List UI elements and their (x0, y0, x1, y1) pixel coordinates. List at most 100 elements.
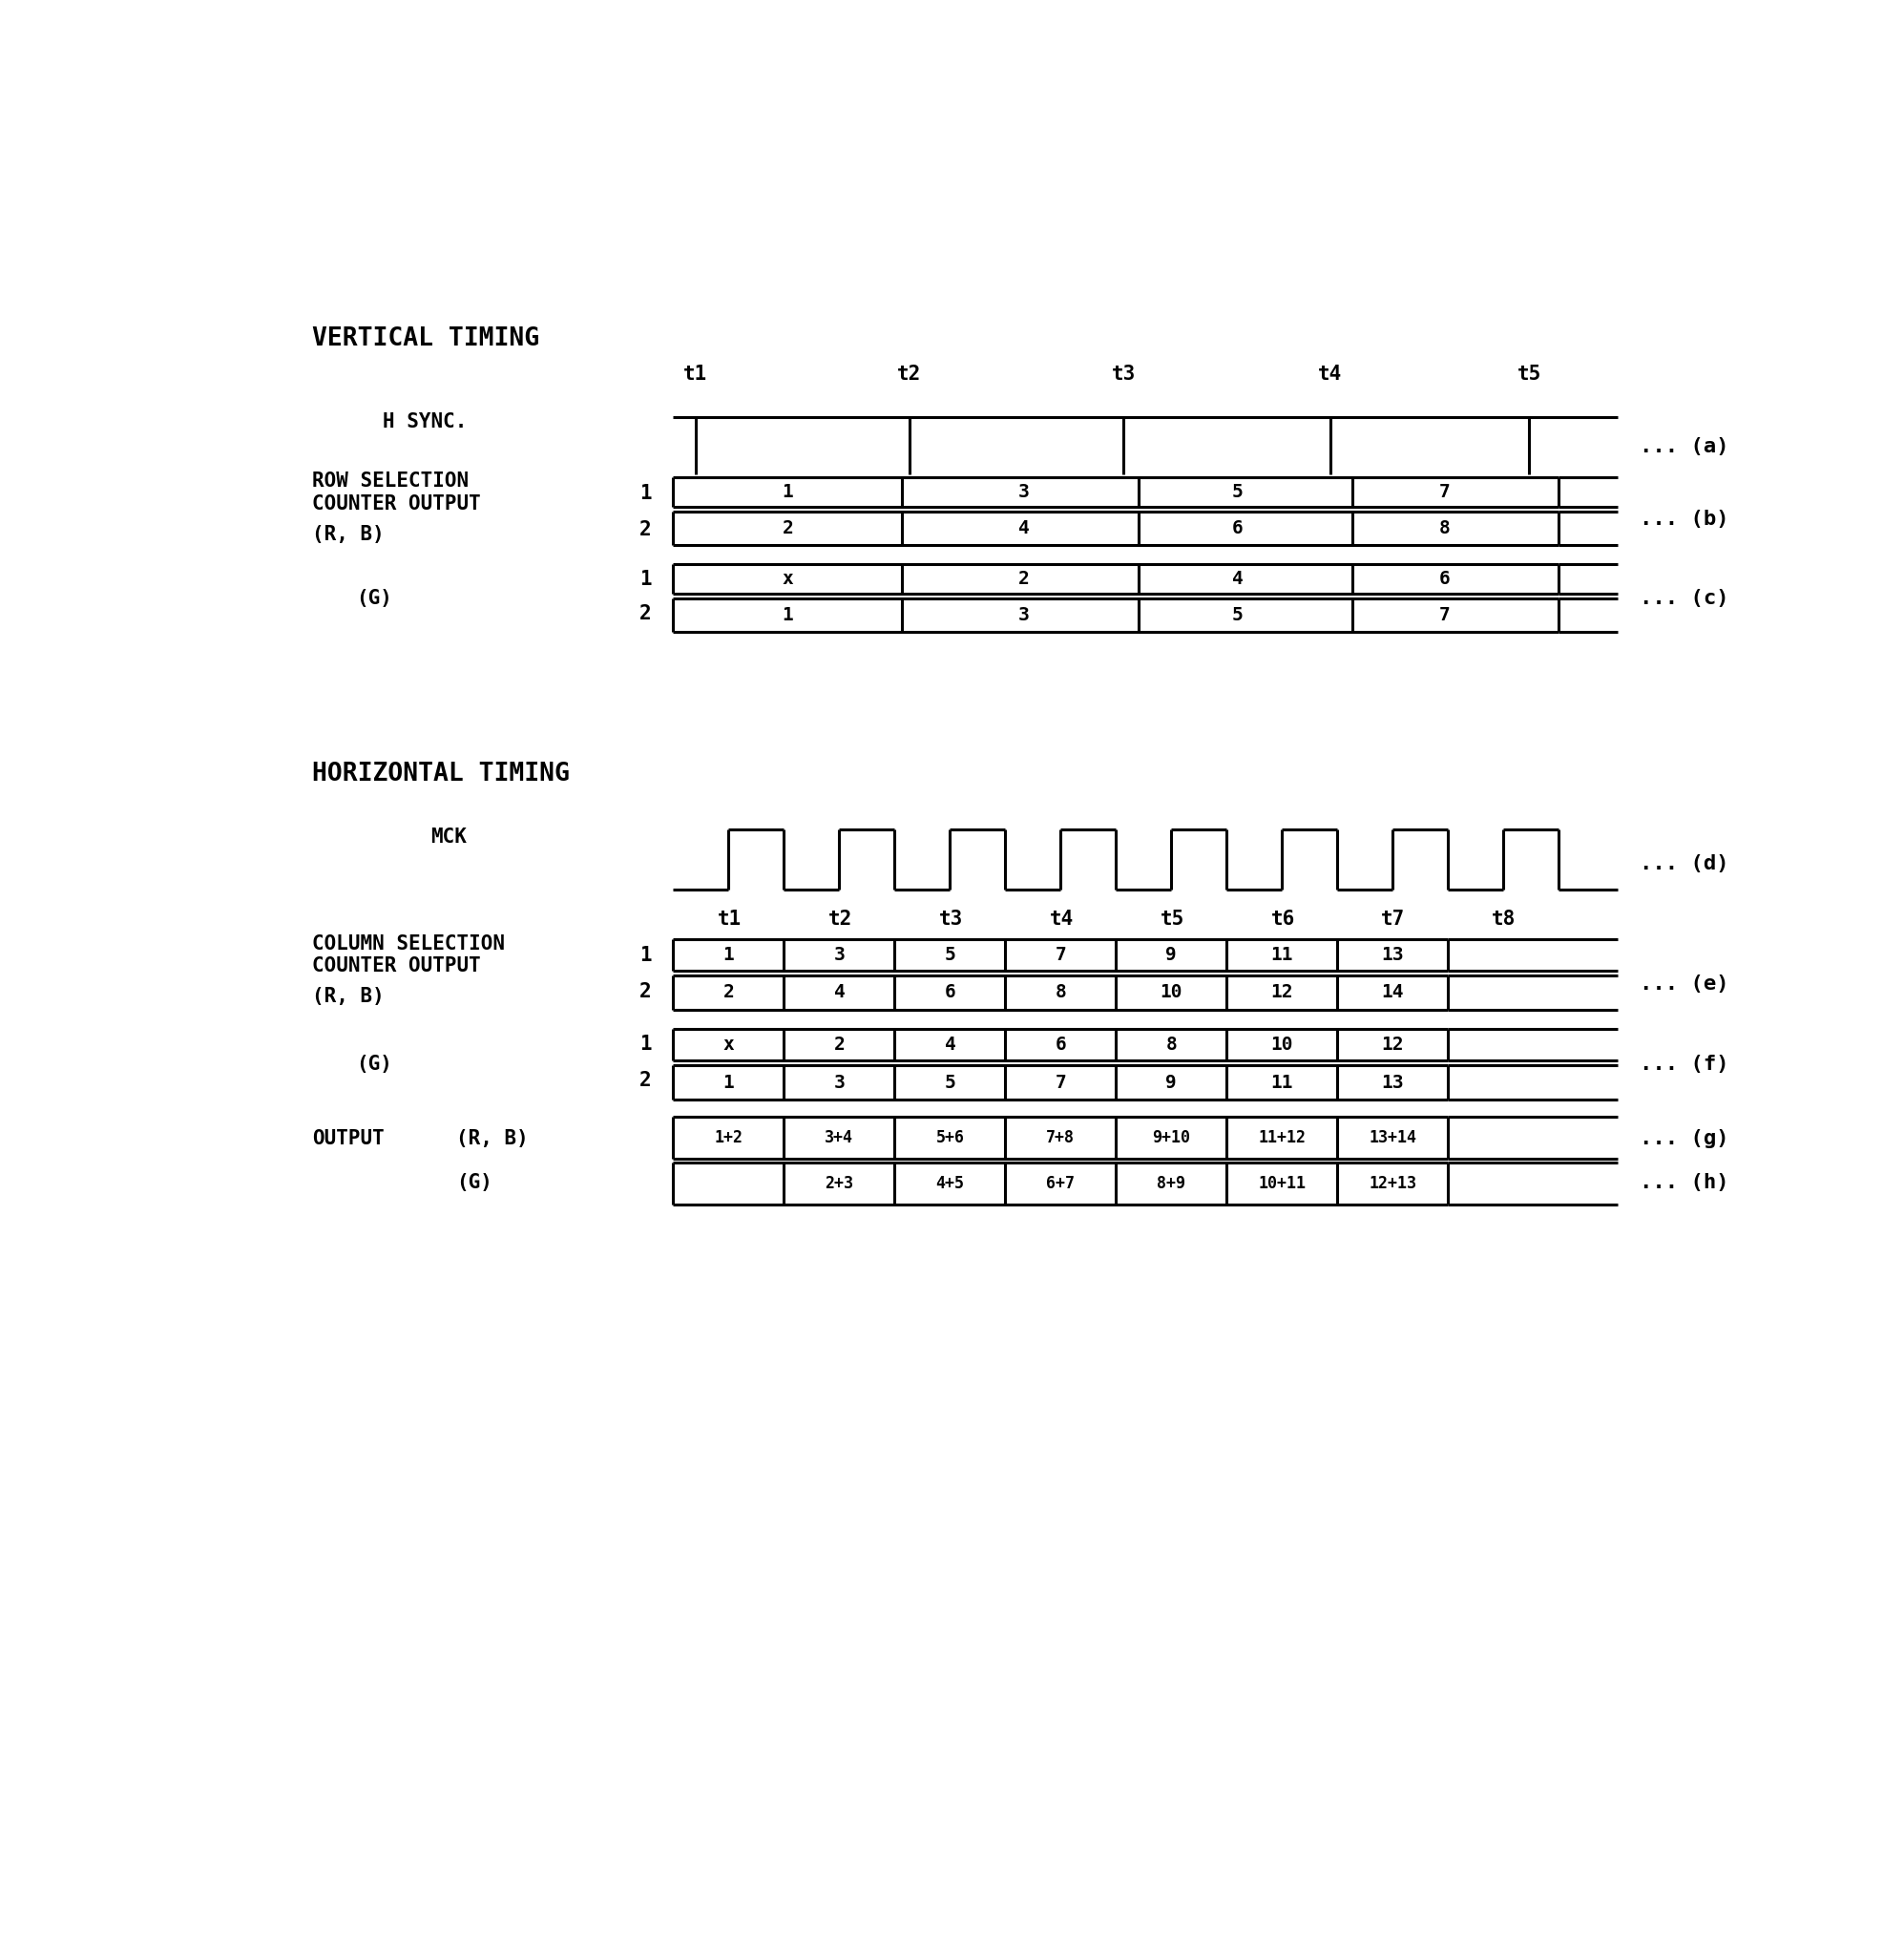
Text: t5: t5 (1160, 908, 1184, 928)
Text: COUNTER OUTPUT: COUNTER OUTPUT (312, 495, 480, 513)
Text: 2: 2 (834, 1037, 845, 1054)
Text: 13: 13 (1382, 1074, 1403, 1091)
Text: 13: 13 (1382, 945, 1403, 965)
Text: ... (c): ... (c) (1639, 589, 1729, 608)
Text: 4: 4 (1019, 518, 1030, 538)
Text: 8: 8 (1439, 518, 1451, 538)
Text: 2: 2 (1019, 569, 1030, 589)
Text: 3+4: 3+4 (824, 1128, 853, 1146)
Text: ... (e): ... (e) (1639, 974, 1729, 994)
Text: 8: 8 (1055, 984, 1066, 1002)
Text: 12+13: 12+13 (1369, 1175, 1417, 1193)
Text: 8: 8 (1165, 1037, 1177, 1054)
Text: 10: 10 (1270, 1037, 1293, 1054)
Text: 3: 3 (1019, 606, 1030, 624)
Text: t1: t1 (718, 908, 741, 928)
Text: 12: 12 (1270, 984, 1293, 1002)
Text: OUTPUT: OUTPUT (312, 1128, 385, 1148)
Text: 7: 7 (1439, 483, 1451, 501)
Text: 5: 5 (944, 945, 956, 965)
Text: 9: 9 (1165, 945, 1177, 965)
Text: 5: 5 (1232, 483, 1243, 501)
Text: 7: 7 (1055, 945, 1066, 965)
Text: 2: 2 (640, 520, 651, 540)
Text: 14: 14 (1382, 984, 1403, 1002)
Text: 5+6: 5+6 (935, 1128, 963, 1146)
Text: 7: 7 (1055, 1074, 1066, 1091)
Text: 3: 3 (834, 1074, 845, 1091)
Text: t4: t4 (1049, 908, 1074, 928)
Text: 7: 7 (1439, 606, 1451, 624)
Text: 1: 1 (724, 1074, 735, 1091)
Text: 1: 1 (640, 483, 651, 503)
Text: 2: 2 (783, 518, 794, 538)
Text: VERTICAL TIMING: VERTICAL TIMING (312, 327, 539, 351)
Text: 4: 4 (834, 984, 845, 1002)
Text: 3: 3 (1019, 483, 1030, 501)
Text: 6+7: 6+7 (1047, 1175, 1076, 1193)
Text: 2: 2 (640, 1070, 651, 1089)
Text: 2: 2 (724, 984, 735, 1002)
Text: 8+9: 8+9 (1158, 1175, 1186, 1193)
Text: t7: t7 (1380, 908, 1405, 928)
Text: 4: 4 (1232, 569, 1243, 589)
Text: ... (h): ... (h) (1639, 1173, 1729, 1193)
Text: MCK: MCK (430, 828, 466, 846)
Text: t8: t8 (1493, 908, 1516, 928)
Text: t2: t2 (897, 364, 922, 384)
Text: 9+10: 9+10 (1152, 1128, 1190, 1146)
Text: t6: t6 (1270, 908, 1295, 928)
Text: 1: 1 (640, 945, 651, 965)
Text: 1: 1 (640, 1035, 651, 1054)
Text: 10: 10 (1160, 984, 1182, 1002)
Text: 1: 1 (640, 569, 651, 589)
Text: (G): (G) (356, 589, 392, 608)
Text: ... (g): ... (g) (1639, 1128, 1729, 1148)
Text: (R, B): (R, B) (312, 986, 385, 1006)
Text: 3: 3 (834, 945, 845, 965)
Text: ROW SELECTION: ROW SELECTION (312, 472, 468, 491)
Text: ... (a): ... (a) (1639, 437, 1729, 456)
Text: t3: t3 (1112, 364, 1135, 384)
Text: 9: 9 (1165, 1074, 1177, 1091)
Text: ... (f): ... (f) (1639, 1054, 1729, 1074)
Text: 1: 1 (783, 606, 794, 624)
Text: 1: 1 (783, 483, 794, 501)
Text: 6: 6 (1232, 518, 1243, 538)
Text: x: x (724, 1037, 735, 1054)
Text: x: x (783, 569, 794, 589)
Text: 5: 5 (1232, 606, 1243, 624)
Text: 11+12: 11+12 (1259, 1128, 1306, 1146)
Text: (R, B): (R, B) (312, 524, 385, 544)
Text: (R, B): (R, B) (457, 1128, 529, 1148)
Text: COLUMN SELECTION: COLUMN SELECTION (312, 934, 505, 953)
Text: 1+2: 1+2 (714, 1128, 743, 1146)
Text: 2+3: 2+3 (824, 1175, 853, 1193)
Text: t5: t5 (1517, 364, 1540, 384)
Text: H SYNC.: H SYNC. (383, 411, 466, 431)
Text: HORIZONTAL TIMING: HORIZONTAL TIMING (312, 762, 569, 787)
Text: ... (b): ... (b) (1639, 509, 1729, 528)
Text: t1: t1 (684, 364, 708, 384)
Text: 11: 11 (1270, 945, 1293, 965)
Text: COUNTER OUTPUT: COUNTER OUTPUT (312, 957, 480, 976)
Text: 7+8: 7+8 (1047, 1128, 1076, 1146)
Text: (G): (G) (457, 1173, 493, 1193)
Text: 2: 2 (640, 604, 651, 624)
Text: 13+14: 13+14 (1369, 1128, 1417, 1146)
Text: 6: 6 (944, 984, 956, 1002)
Text: t4: t4 (1318, 364, 1342, 384)
Text: (G): (G) (356, 1054, 392, 1074)
Text: 6: 6 (1439, 569, 1451, 589)
Text: 4+5: 4+5 (935, 1175, 963, 1193)
Text: 5: 5 (944, 1074, 956, 1091)
Text: ... (d): ... (d) (1639, 856, 1729, 873)
Text: 12: 12 (1382, 1037, 1403, 1054)
Text: 2: 2 (640, 982, 651, 1002)
Text: 6: 6 (1055, 1037, 1066, 1054)
Text: t2: t2 (828, 908, 853, 928)
Text: 10+11: 10+11 (1259, 1175, 1306, 1193)
Text: 11: 11 (1270, 1074, 1293, 1091)
Text: t3: t3 (939, 908, 963, 928)
Text: 4: 4 (944, 1037, 956, 1054)
